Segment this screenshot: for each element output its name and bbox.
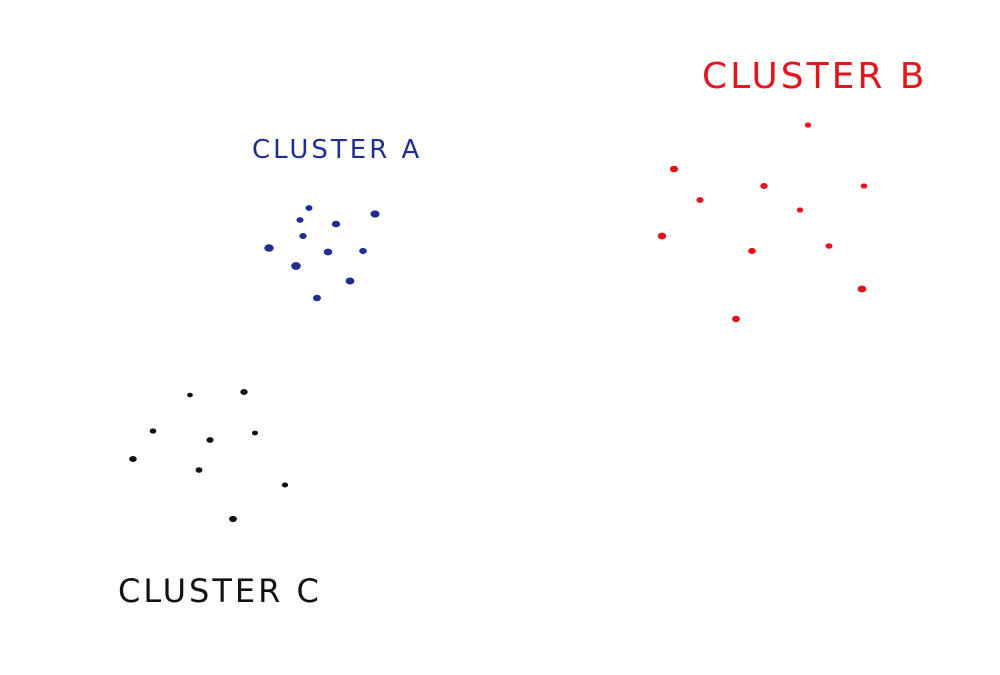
cluster-a-label: CLUSTER A <box>252 135 422 165</box>
cluster-b-point <box>696 197 704 203</box>
cluster-c-point <box>129 455 137 463</box>
cluster-a: CLUSTER A <box>252 135 422 302</box>
cluster-a-point <box>331 220 341 228</box>
cluster-a-point <box>313 294 321 302</box>
cluster-b: CLUSTER B <box>657 56 928 323</box>
cluster-a-point <box>296 217 304 223</box>
cluster-b-label: CLUSTER B <box>702 56 928 97</box>
cluster-c: CLUSTER C <box>118 389 322 610</box>
cluster-a-point <box>291 262 301 270</box>
cluster-a-point <box>323 248 333 256</box>
cluster-c-point <box>187 392 193 398</box>
cluster-b-point <box>748 247 756 255</box>
cluster-c-points <box>129 389 289 523</box>
cluster-b-point <box>796 207 804 213</box>
cluster-c-label: CLUSTER C <box>118 572 322 610</box>
cluster-c-point <box>281 482 289 488</box>
cluster-c-point <box>240 389 248 395</box>
cluster-c-point <box>229 515 237 523</box>
cluster-b-point <box>732 315 740 323</box>
cluster-b-point <box>804 122 812 128</box>
cluster-b-point <box>860 183 868 189</box>
cluster-a-point <box>264 244 274 252</box>
cluster-c-point <box>195 467 203 473</box>
cluster-a-point <box>370 210 380 218</box>
cluster-b-point <box>657 232 667 240</box>
cluster-c-point <box>149 428 157 434</box>
cluster-a-point <box>345 277 355 285</box>
cluster-b-point <box>857 285 867 293</box>
cluster-c-point <box>206 437 214 443</box>
cluster-b-point <box>669 165 679 173</box>
cluster-a-point <box>299 233 307 239</box>
cluster-b-points <box>657 122 868 323</box>
cluster-a-points <box>264 205 380 302</box>
cluster-b-point <box>825 243 833 249</box>
cluster-c-point <box>251 430 259 436</box>
cluster-a-point <box>305 205 313 211</box>
cluster-b-point <box>760 183 768 189</box>
cluster-a-point <box>359 247 367 255</box>
